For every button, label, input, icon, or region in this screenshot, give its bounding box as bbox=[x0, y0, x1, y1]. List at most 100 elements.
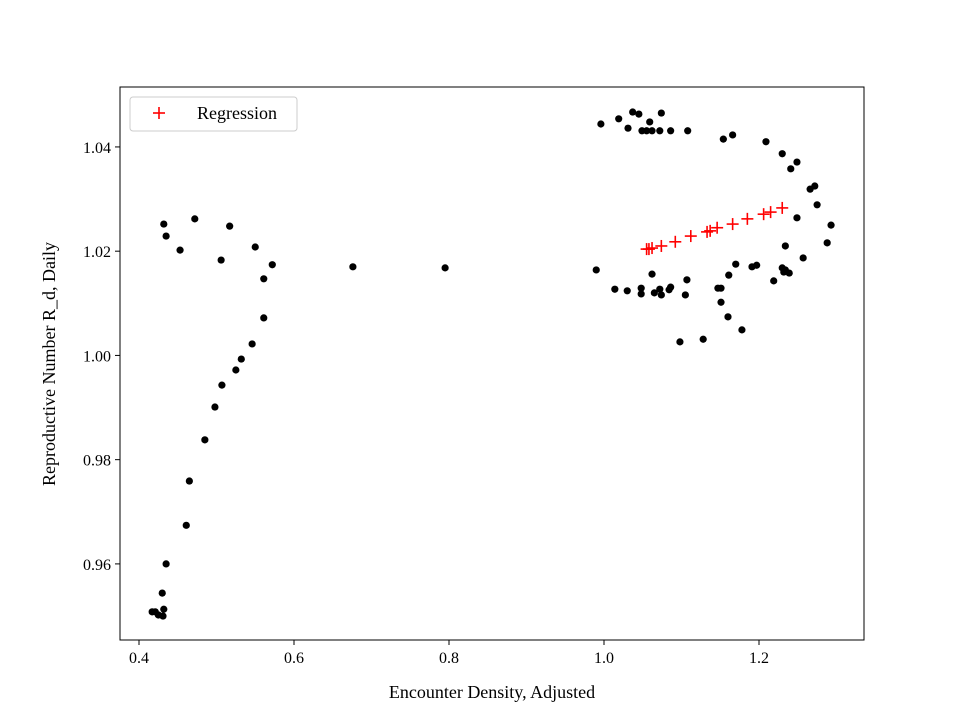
data-point bbox=[650, 289, 658, 297]
data-point bbox=[226, 222, 234, 230]
data-point bbox=[217, 256, 225, 264]
data-point bbox=[182, 521, 190, 529]
data-point bbox=[785, 269, 793, 277]
data-point bbox=[211, 403, 219, 411]
data-point bbox=[781, 242, 789, 250]
x-axis-ticks: 0.4 0.6 0.8 1.0 1.2 bbox=[129, 640, 769, 667]
data-point bbox=[160, 605, 168, 613]
data-point bbox=[799, 254, 807, 262]
data-point bbox=[667, 127, 675, 135]
regression-point bbox=[776, 201, 789, 214]
data-point bbox=[753, 261, 761, 269]
data-point bbox=[159, 612, 167, 620]
x-tick-label: 0.6 bbox=[284, 650, 304, 667]
data-point bbox=[592, 266, 600, 274]
data-point bbox=[683, 276, 691, 284]
data-point bbox=[148, 608, 156, 616]
y-tick-label: 0.96 bbox=[83, 557, 111, 574]
data-point bbox=[787, 165, 795, 173]
data-point bbox=[732, 260, 740, 268]
data-point bbox=[684, 127, 692, 135]
data-point bbox=[637, 290, 645, 298]
regression-point bbox=[704, 224, 717, 237]
y-axis-label: Reproductive Number R_d, Daily bbox=[39, 242, 59, 486]
data-point bbox=[629, 108, 637, 116]
regression-point bbox=[764, 206, 777, 219]
data-point bbox=[724, 313, 732, 321]
data-point bbox=[648, 270, 656, 278]
x-tick-label: 0.8 bbox=[439, 650, 459, 667]
data-point bbox=[162, 232, 170, 240]
data-point bbox=[656, 127, 664, 135]
data-point bbox=[717, 284, 725, 292]
data-point bbox=[762, 138, 770, 146]
data-point bbox=[725, 271, 733, 279]
data-point bbox=[656, 285, 664, 293]
x-tick-label: 0.4 bbox=[129, 650, 149, 667]
data-point bbox=[597, 120, 605, 128]
regression-point bbox=[642, 243, 655, 256]
y-tick-label: 1.04 bbox=[83, 140, 111, 157]
regression-point bbox=[726, 218, 739, 231]
regression-point bbox=[669, 235, 682, 248]
data-point bbox=[646, 118, 654, 126]
x-axis-label: Encounter Density, Adjusted bbox=[389, 682, 595, 702]
data-point bbox=[729, 131, 737, 139]
data-point bbox=[657, 291, 665, 299]
y-tick-label: 0.98 bbox=[83, 453, 111, 470]
legend-plus-marker bbox=[153, 107, 165, 119]
x-tick-label: 1.0 bbox=[594, 650, 614, 667]
regression-point bbox=[711, 221, 724, 234]
legend-label-regression: Regression bbox=[197, 103, 277, 123]
data-point bbox=[719, 135, 727, 143]
data-point bbox=[624, 124, 632, 132]
data-point bbox=[268, 261, 276, 269]
data-point bbox=[676, 338, 684, 346]
data-point bbox=[667, 283, 675, 291]
regression-point bbox=[701, 225, 714, 238]
data-point bbox=[176, 246, 184, 254]
data-point bbox=[793, 214, 801, 222]
data-point bbox=[623, 287, 631, 295]
data-point bbox=[237, 355, 245, 363]
data-point bbox=[349, 263, 357, 271]
data-point bbox=[635, 110, 643, 118]
data-point bbox=[770, 277, 778, 285]
data-point bbox=[260, 275, 268, 283]
data-point bbox=[191, 215, 199, 223]
data-point bbox=[260, 314, 268, 322]
data-point bbox=[232, 366, 240, 374]
data-point bbox=[699, 335, 707, 343]
data-point bbox=[657, 109, 665, 117]
data-point bbox=[780, 268, 788, 276]
data-point bbox=[615, 115, 623, 123]
legend: Regression bbox=[129, 96, 298, 132]
data-point bbox=[637, 284, 645, 292]
data-point bbox=[643, 127, 651, 135]
y-tick-label: 1.02 bbox=[83, 244, 111, 261]
data-point bbox=[185, 477, 193, 485]
data-point bbox=[611, 285, 619, 293]
data-point bbox=[218, 381, 226, 389]
data-point bbox=[441, 264, 449, 272]
data-point bbox=[248, 340, 256, 348]
regression-point bbox=[646, 242, 659, 255]
axes-frame bbox=[119, 86, 865, 641]
data-point bbox=[778, 150, 786, 158]
legend-box bbox=[129, 96, 298, 132]
y-tick-label: 1.00 bbox=[83, 348, 111, 365]
data-point bbox=[158, 589, 166, 597]
data-point bbox=[793, 158, 801, 166]
regression-point bbox=[655, 239, 668, 252]
regression-point bbox=[741, 212, 754, 225]
x-tick-label: 1.2 bbox=[749, 650, 769, 667]
y-axis-ticks: 0.96 0.98 1.00 1.02 1.04 bbox=[83, 140, 120, 574]
data-point bbox=[823, 239, 831, 247]
data-point bbox=[813, 201, 821, 209]
data-point bbox=[648, 127, 656, 135]
regression-point bbox=[757, 208, 770, 221]
data-point bbox=[717, 298, 725, 306]
data-point bbox=[827, 221, 835, 229]
data-point bbox=[162, 560, 170, 568]
